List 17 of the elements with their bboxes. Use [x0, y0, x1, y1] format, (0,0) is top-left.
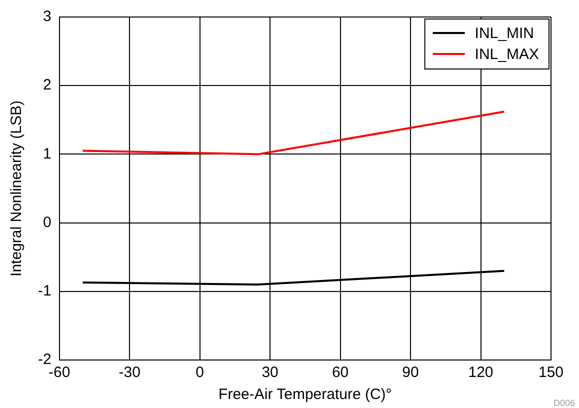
y-tick-label: 0: [42, 214, 52, 231]
x-tick-label: 30: [262, 364, 278, 382]
x-tick-label: 60: [332, 364, 349, 382]
y-axis-title: Integral Nonlinearity (LSB): [8, 100, 26, 276]
legend-label: INL_MIN: [474, 25, 534, 42]
x-tick-label: 0: [196, 364, 204, 382]
y-tick-label: 1: [42, 145, 52, 162]
text: D006: [553, 398, 575, 408]
legend-label: INL_MAX: [474, 46, 540, 64]
x-tick-label: -30: [118, 364, 140, 382]
y-tick-label: -1: [38, 282, 52, 300]
x-tick-label: 120: [468, 364, 494, 382]
x-axis-title: Free-Air Temperature (C)°: [218, 386, 392, 404]
x-tick-label: 90: [402, 364, 419, 382]
y-tick-label: 3: [42, 8, 52, 26]
y-tick-label: 2: [42, 76, 52, 94]
x-tick-label: 150: [538, 364, 564, 382]
